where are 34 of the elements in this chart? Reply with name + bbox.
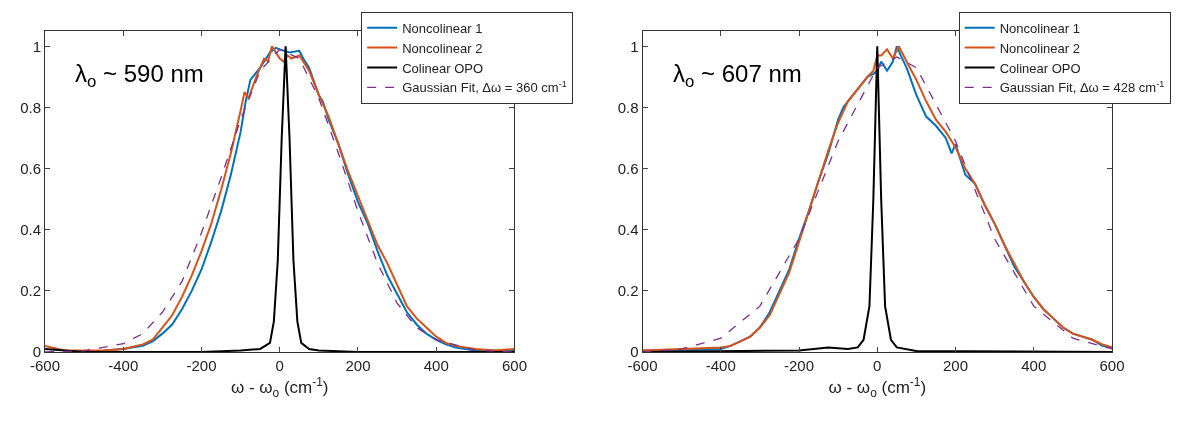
y-tick-label: 0.8 (617, 98, 639, 116)
x-tick-label: 400 (423, 357, 449, 374)
y-tick-label: 0.2 (617, 282, 639, 300)
y-tick-label: 0.4 (20, 220, 41, 238)
legend-label: Noncolinear 2 (402, 40, 483, 56)
legend-label: Gaussian Fit, Δω = 360 cm$^{-1}$ (402, 79, 567, 96)
annotation: λ$_{o}$ ~ 590 nm (75, 60, 204, 92)
x-axis-title: ω - ω$_{o}$ (cm$^{-1}$) (828, 375, 927, 400)
legend-label: Gaussian Fit, Δω = 428 cm$^{-1}$ (999, 79, 1165, 96)
x-tick-label: 0 (275, 357, 284, 374)
x-tick-label: -200 (186, 357, 217, 374)
y-tick-label: 0.4 (617, 220, 639, 238)
x-tick-label: 600 (501, 357, 527, 374)
annotation: λ$_{o}$ ~ 607 nm (673, 60, 802, 92)
legend-label: Colinear OPO (999, 60, 1081, 76)
y-tick-label: 0.6 (20, 159, 41, 177)
x-tick-label: 400 (1021, 357, 1047, 374)
y-tick-label: 1 (32, 37, 41, 55)
y-tick-label: 0.2 (20, 282, 41, 300)
x-tick-label: -200 (783, 357, 815, 374)
x-tick-label: 200 (942, 357, 969, 374)
x-axis-title: ω - ω$_{o}$ (cm$^{-1}$) (230, 375, 329, 400)
legend-label: Colinear OPO (402, 60, 484, 76)
legend-label: Noncolinear 1 (999, 20, 1080, 36)
legend-label: Noncolinear 1 (402, 20, 483, 36)
x-tick-label: -400 (108, 357, 139, 374)
x-tick-label: 200 (345, 357, 371, 374)
y-tick-label: 0.6 (617, 159, 639, 177)
legend-label: Noncolinear 2 (999, 40, 1080, 56)
y-tick-label: 0.8 (20, 98, 41, 116)
x-tick-label: 0 (873, 357, 882, 374)
x-tick-label: -400 (705, 357, 736, 374)
y-tick-label: 1 (630, 37, 639, 55)
x-tick-label: 600 (1099, 357, 1125, 374)
